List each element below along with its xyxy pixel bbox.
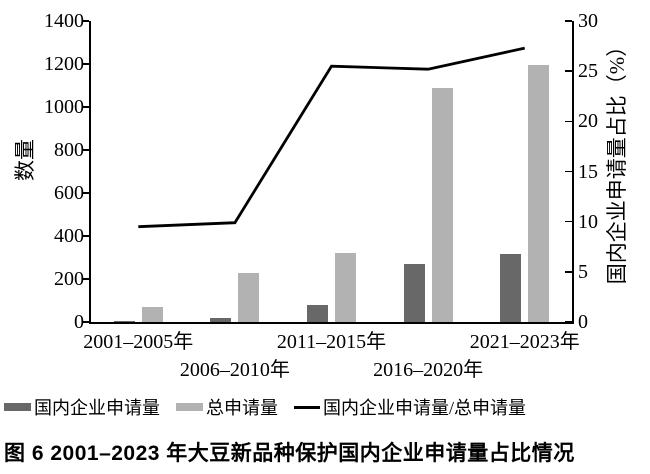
legend-label: 总申请量	[206, 398, 278, 418]
y-axis-right-tick	[565, 20, 572, 22]
plot-box	[90, 21, 573, 322]
x-tick-label: 2016–2020年	[373, 359, 484, 381]
y-axis-left-tick-label: 200	[54, 268, 84, 290]
bar-total	[528, 65, 550, 322]
bar-total	[431, 87, 453, 322]
y-axis-right-tick-label: 10	[578, 210, 598, 233]
y-axis-right-tick	[565, 120, 572, 123]
y-axis-right-tick-label: 30	[578, 10, 598, 32]
legend-label: 国内企业申请量/总申请量	[323, 398, 526, 418]
y-axis-left-tick-label: 800	[54, 139, 84, 161]
bar-total	[238, 272, 260, 322]
bar-swatch-icon	[4, 403, 31, 411]
legend-item-domestic: 国内企业申请量	[4, 394, 160, 420]
y-axis-right-tick	[565, 70, 572, 72]
y-axis-left-tick-label: 1000	[44, 96, 84, 118]
y-axis-right-tick-label: 15	[578, 160, 598, 183]
y-axis-left	[88, 21, 91, 323]
legend-label: 国内企业申请量	[34, 398, 160, 418]
x-tick-label: 2006–2010年	[179, 359, 290, 381]
y-axis-right-tick-label: 20	[578, 110, 598, 133]
x-tick-label: 2001–2005年	[83, 331, 194, 353]
figure-caption: 图 6 2001–2023 年大豆新品种保护国内企业申请量占比情况	[4, 442, 575, 465]
bar-swatch-icon	[176, 403, 203, 411]
bar-domestic	[307, 304, 328, 322]
bar-domestic	[500, 254, 522, 322]
y-axis-left-tick	[82, 63, 89, 65]
y-axis-left-tick	[82, 321, 89, 323]
y-axis-left-tick	[82, 149, 89, 151]
y-axis-right-tick-label: 5	[578, 260, 588, 283]
bar-domestic	[210, 317, 232, 322]
y-axis-left-tick	[82, 278, 89, 280]
legend-item-ratio: 国内企业申请量/总申请量	[294, 394, 526, 420]
y-axis-left-tick	[82, 235, 89, 237]
y-axis-left-tick-label: 1400	[44, 10, 84, 32]
bar-total	[335, 252, 356, 322]
y-axis-right-tick	[565, 220, 572, 223]
y-axis-right-tick-label: 25	[578, 60, 598, 83]
y-axis-left-tick-label: 400	[54, 225, 84, 247]
line-swatch-icon	[294, 405, 320, 409]
x-axis	[88, 321, 574, 324]
x-tick-label: 2021–2023年	[469, 331, 580, 353]
ratio-line-path	[138, 46, 525, 229]
y-axis-left-tick	[82, 192, 89, 194]
y-axis-right	[571, 21, 574, 323]
ratio-line	[138, 46, 525, 229]
x-tick-label: 2011–2015年	[276, 331, 387, 353]
legend-item-total: 总申请量	[176, 394, 278, 420]
y-axis-right-tick	[565, 170, 572, 173]
y-axis-left-tick	[82, 106, 89, 108]
y-axis-left-tick-label: 600	[54, 182, 84, 204]
y-axis-left-tick-label: 1200	[44, 53, 84, 75]
legend: 国内企业申请量 总申请量 国内企业申请量/总申请量	[4, 393, 526, 421]
bar-total	[141, 306, 163, 322]
y-axis-left-tick	[82, 20, 89, 22]
y-axis-right-tick	[565, 271, 572, 273]
bar-domestic	[113, 320, 135, 322]
y-axis-left-tick-label: 0	[74, 311, 84, 333]
bar-domestic	[403, 264, 425, 322]
y-axis-right-tick-label: 0	[578, 311, 588, 333]
y-axis-right-tick	[565, 321, 572, 323]
